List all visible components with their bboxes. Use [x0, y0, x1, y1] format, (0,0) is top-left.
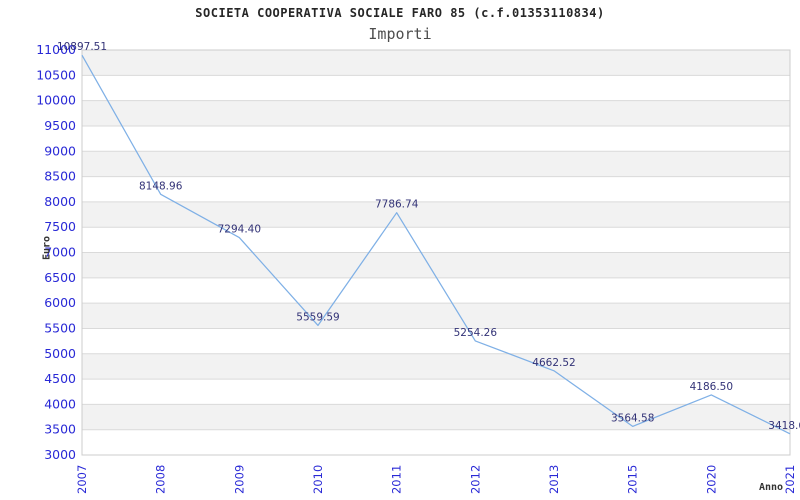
gridlines	[82, 74, 790, 431]
y-axis-title: Euro	[41, 235, 53, 261]
svg-text:2012: 2012	[468, 465, 482, 494]
svg-text:8500: 8500	[44, 169, 76, 184]
svg-text:2008: 2008	[154, 465, 168, 494]
svg-text:2007: 2007	[75, 465, 89, 494]
svg-text:7500: 7500	[44, 219, 76, 234]
svg-text:6000: 6000	[44, 295, 76, 310]
plot-border	[81, 49, 791, 456]
svg-text:3418.60: 3418.60	[768, 420, 800, 432]
svg-text:10500: 10500	[36, 67, 76, 82]
svg-text:2021: 2021	[783, 465, 797, 494]
svg-text:2020: 2020	[704, 465, 718, 494]
svg-text:2011: 2011	[390, 465, 404, 494]
y-tick-labels: 3000 3500 4000 4500 5000 5500 6000 6500 7000 7500…	[36, 42, 76, 462]
svg-text:10000: 10000	[36, 93, 76, 108]
svg-text:7294.40: 7294.40	[218, 224, 261, 236]
svg-text:5559.59: 5559.59	[296, 311, 339, 323]
svg-text:8000: 8000	[44, 194, 76, 209]
svg-text:7786.74: 7786.74	[375, 199, 419, 211]
svg-text:3000: 3000	[44, 447, 76, 462]
x-axis-title: Anno	[759, 482, 784, 493]
plot-bands	[82, 50, 790, 430]
svg-text:2015: 2015	[626, 465, 640, 494]
chart-title: SOCIETA COOPERATIVA SOCIALE FARO 85 (c.f…	[195, 6, 605, 20]
svg-text:4500: 4500	[44, 371, 76, 386]
svg-text:6500: 6500	[44, 270, 76, 285]
svg-text:9000: 9000	[44, 143, 76, 158]
svg-text:11000: 11000	[36, 42, 76, 57]
svg-text:2013: 2013	[547, 465, 561, 494]
svg-text:7000: 7000	[44, 245, 76, 260]
chart-subtitle: Importi	[368, 25, 432, 43]
svg-text:2009: 2009	[232, 465, 246, 494]
svg-text:4186.50: 4186.50	[690, 381, 733, 393]
svg-text:10897.51: 10897.51	[57, 41, 107, 53]
x-tick-labels: 2007 2008 2009 2010 2011 2012 2013 2015 2020 2021	[75, 465, 797, 494]
svg-text:3564.58: 3564.58	[611, 412, 654, 424]
svg-text:5000: 5000	[44, 346, 76, 361]
point-value-labels: 10897.51 8148.96 7294.40 5559.59 7786.74 5254…	[57, 41, 800, 432]
svg-text:4000: 4000	[44, 396, 76, 411]
svg-text:5500: 5500	[44, 320, 76, 335]
svg-text:2010: 2010	[311, 465, 325, 494]
svg-text:5254.26: 5254.26	[454, 327, 498, 339]
svg-text:4662.52: 4662.52	[532, 357, 575, 369]
series-line	[81, 54, 791, 435]
svg-text:3500: 3500	[44, 422, 76, 437]
svg-text:9500: 9500	[44, 118, 76, 133]
svg-text:8148.96: 8148.96	[139, 180, 183, 192]
